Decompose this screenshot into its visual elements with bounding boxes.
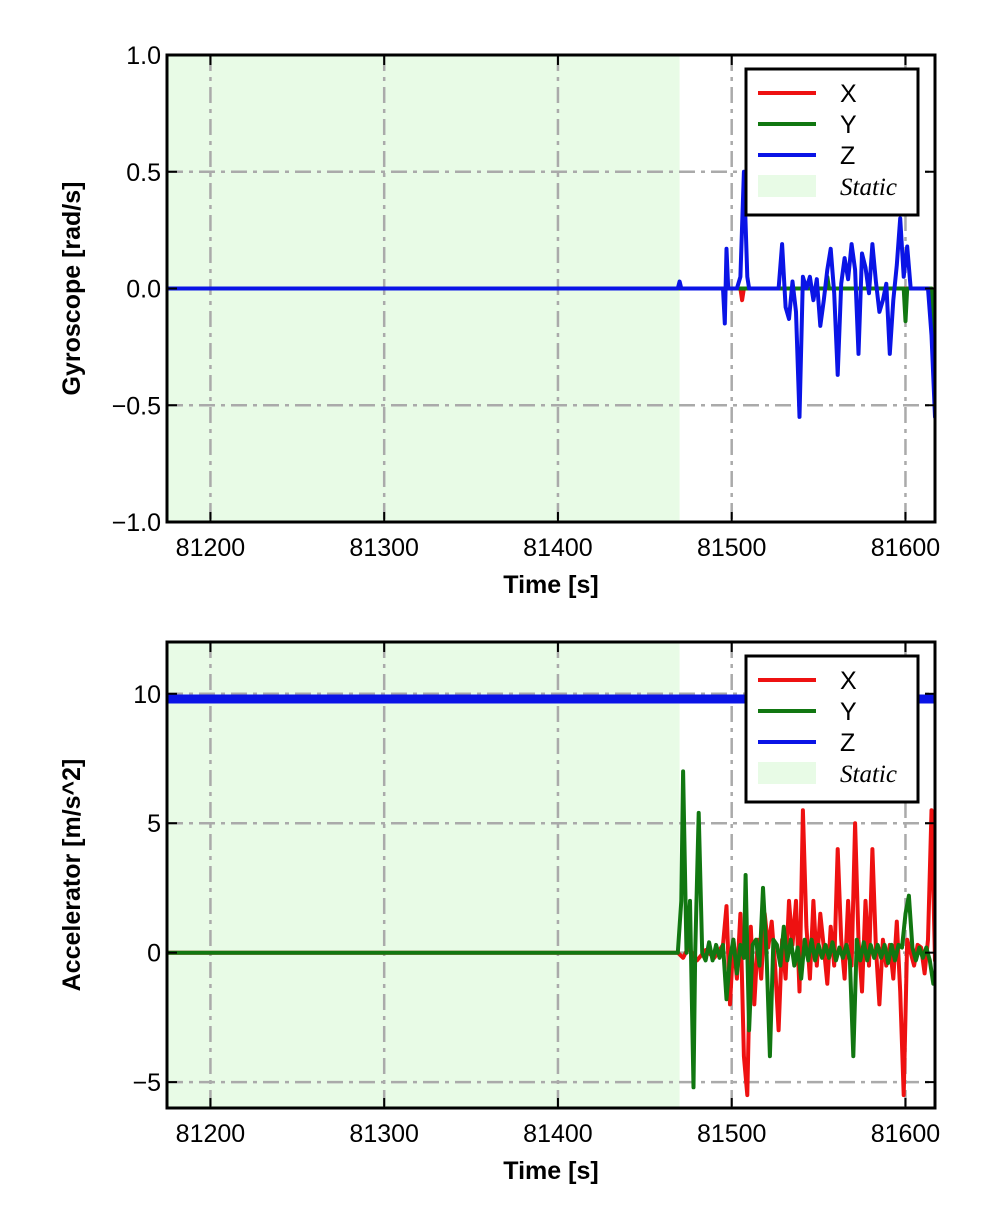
legend-label-z: Z [840, 142, 855, 170]
y-tick-label: −0.5 [112, 392, 161, 420]
x-axis-label: Time [s] [503, 571, 598, 599]
legend-label-y: Y [840, 698, 857, 726]
axes-frame [165, 640, 937, 1110]
legend-label-x: X [840, 667, 857, 695]
accelerator-chart: 81200 81300 81400 81500 81600 −5 0 5 10 Time [s] A… [58, 640, 941, 1185]
y-tick-label: 5 [147, 810, 161, 838]
y-axis-label: Accelerator [m/s^2] [58, 759, 86, 992]
x-tick-label: 81600 [871, 1120, 941, 1148]
x-axis-label: Time [s] [503, 1157, 598, 1185]
y-tick-label: 0.0 [126, 276, 161, 304]
y-tick-label: 1.0 [126, 42, 161, 70]
legend-label-static: Static [840, 761, 897, 788]
series-line-y [167, 769, 935, 1090]
y-tick-label: 0 [147, 940, 161, 968]
x-tick-label: 81300 [349, 534, 419, 562]
x-tick-label: 81500 [697, 1120, 767, 1148]
legend-label-static: Static [840, 174, 897, 201]
y-tick-label: −5 [132, 1069, 161, 1097]
x-tick-label: 81400 [523, 1120, 593, 1148]
y-tick-label: −1.0 [112, 509, 161, 537]
x-tick-label: 81500 [697, 534, 767, 562]
legend-label-y: Y [840, 111, 857, 139]
gyroscope-chart: 81200 81300 81400 81500 81600 −1.0 −0.5 0.0 0.5 1… [58, 42, 940, 599]
y-tick-label: 0.5 [126, 159, 161, 187]
static-region [167, 642, 680, 1108]
legend-label-z: Z [840, 729, 855, 757]
series-line-z [167, 169, 935, 419]
x-tick-label: 81600 [871, 534, 941, 562]
legend-label-x: X [840, 80, 857, 108]
legend-swatch-static [758, 762, 816, 784]
y-tick-label: 10 [133, 681, 161, 709]
x-tick-label: 81400 [523, 534, 593, 562]
x-tick-label: 81200 [176, 534, 246, 562]
x-tick-label: 81300 [349, 1120, 419, 1148]
x-tick-label: 81200 [176, 1120, 246, 1148]
legend-swatch-static [758, 175, 816, 197]
y-axis-label: Gyroscope [rad/s] [58, 182, 86, 396]
